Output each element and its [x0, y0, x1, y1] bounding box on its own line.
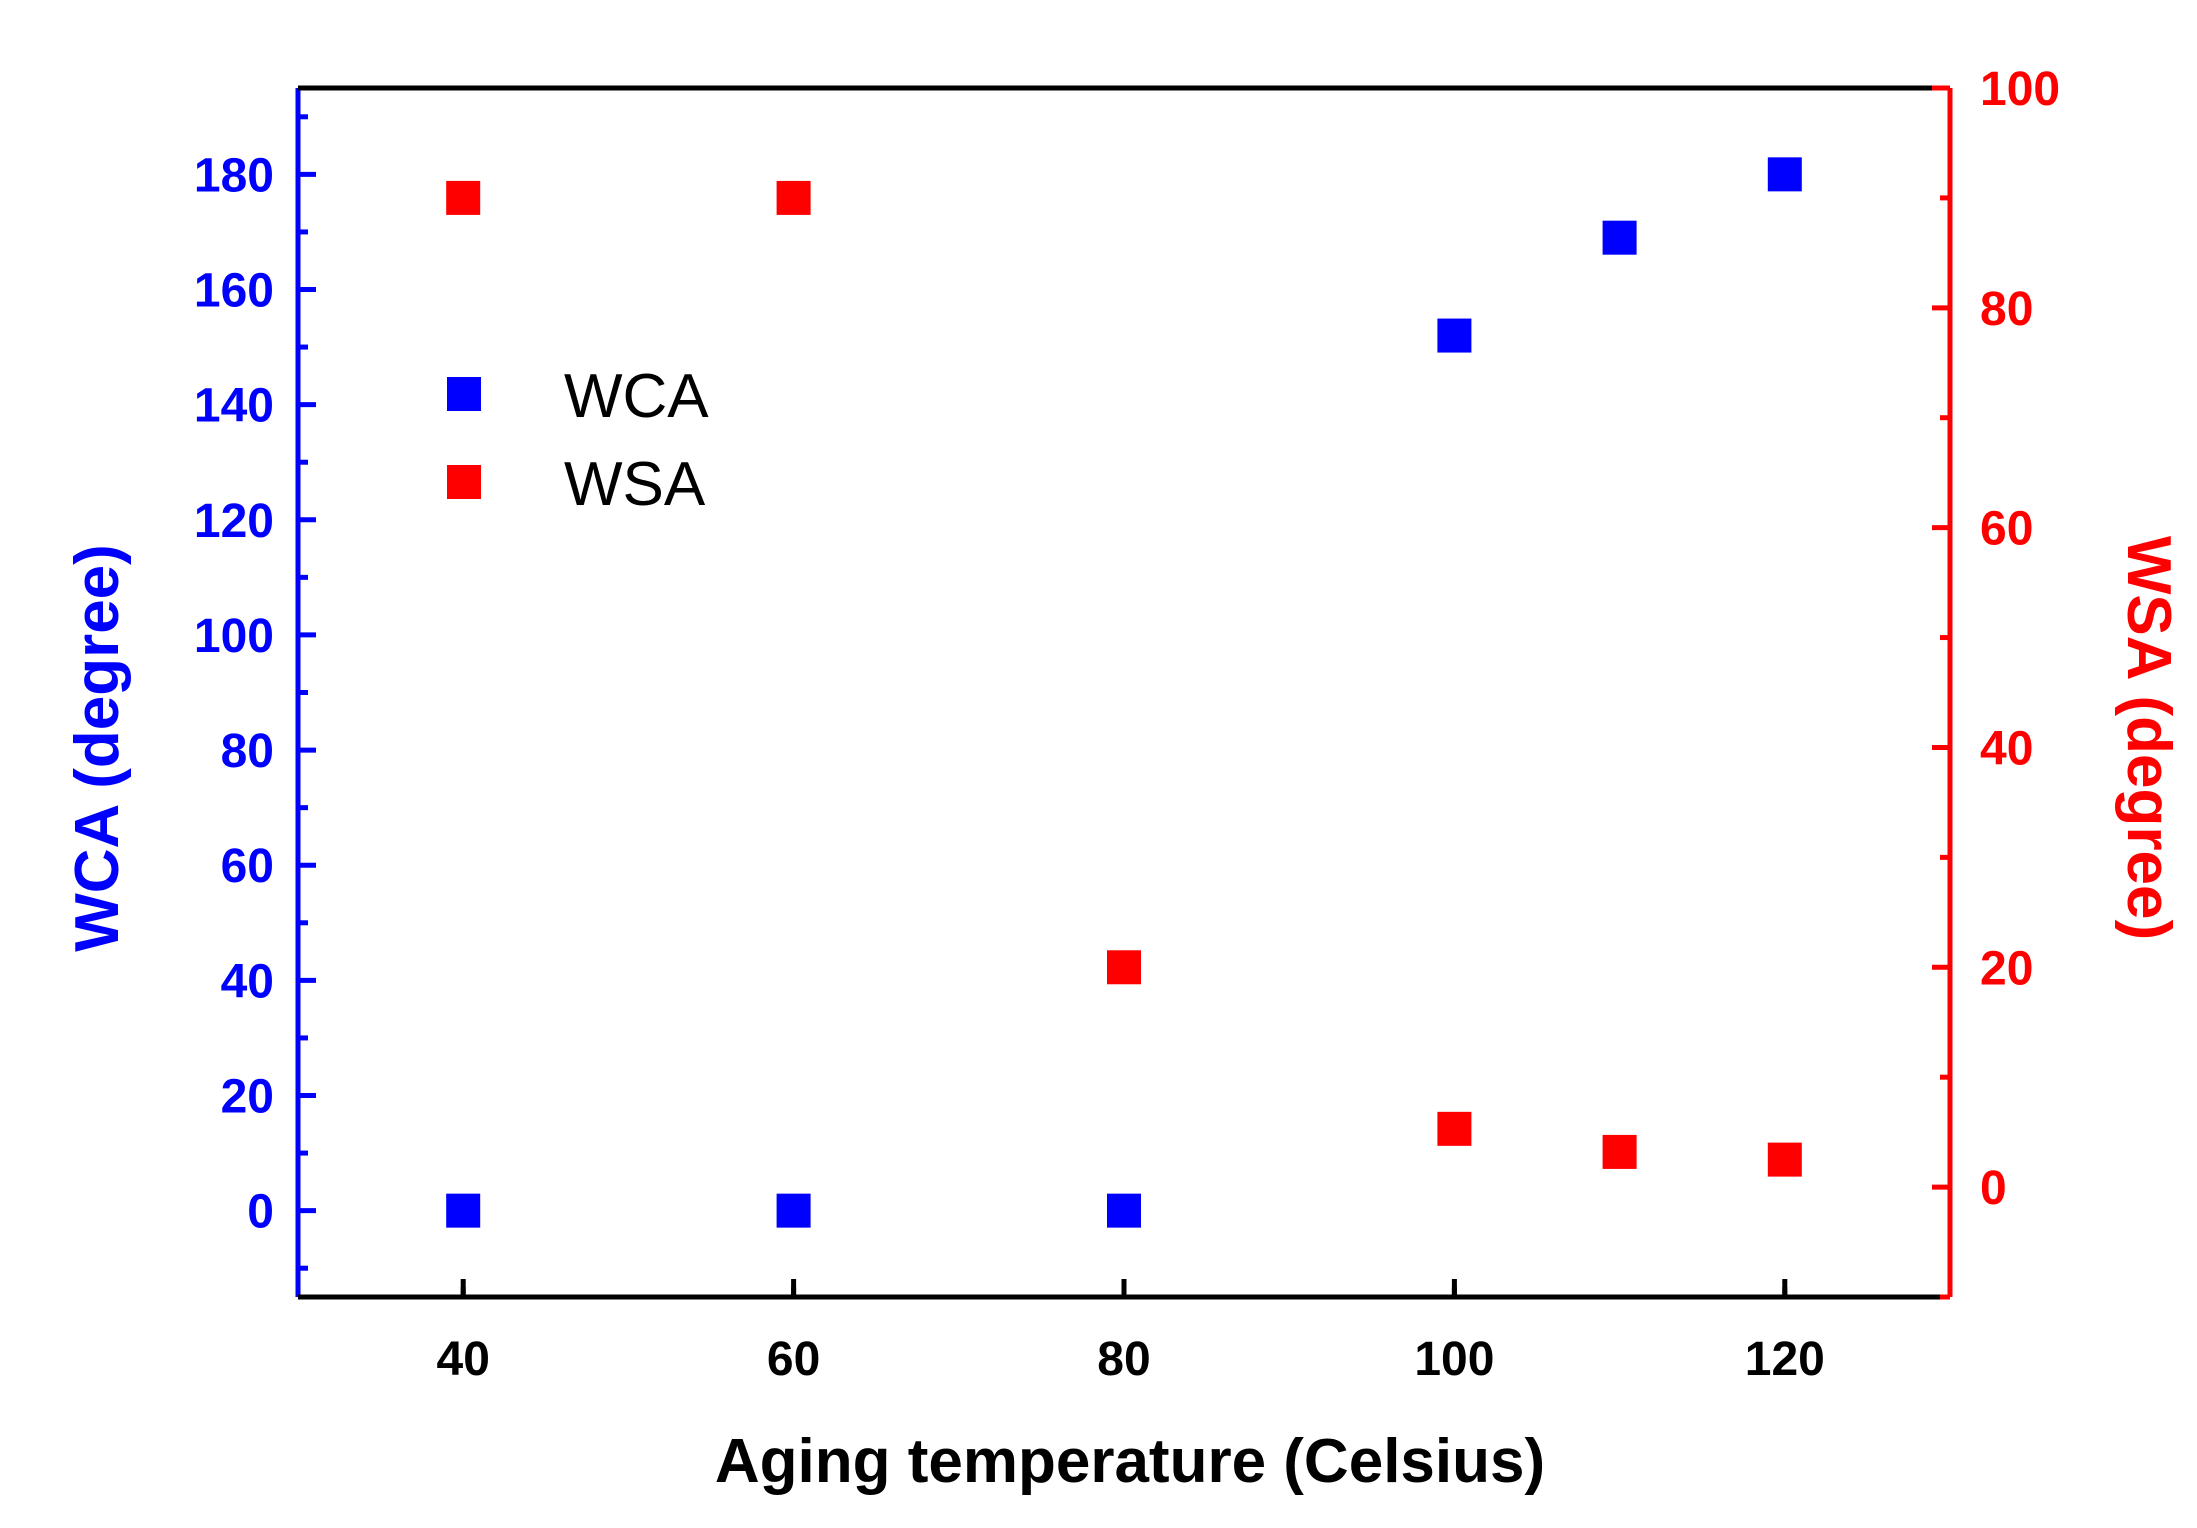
x-axis-title: Aging temperature (Celsius) — [715, 1427, 1545, 1496]
right-axis-title: WSA (degree) — [2114, 536, 2183, 940]
ticks: 40 60 80 100 120 0 20 40 60 80 100 120 140 160 180 0 20 4… — [194, 63, 2060, 1386]
legend-label-wca: WCA — [564, 362, 709, 431]
left-y-tick-label: 20 — [221, 1071, 274, 1124]
left-y-tick-label: 40 — [221, 955, 274, 1008]
x-tick-label: 80 — [1097, 1333, 1150, 1386]
left-y-tick-label: 160 — [194, 265, 274, 318]
data-point-wca — [1107, 1193, 1141, 1228]
data-point-wsa — [446, 180, 481, 215]
data-point-wsa — [1602, 1134, 1637, 1169]
data-point-wca — [1437, 318, 1472, 353]
left-y-tick-label: 100 — [194, 610, 274, 663]
right-y-tick-label: 80 — [1980, 283, 2033, 336]
data-points — [446, 157, 1802, 1228]
data-point-wsa — [1107, 950, 1141, 985]
left-y-tick-label: 80 — [221, 725, 274, 778]
left-axis-title: WCA (degree) — [63, 544, 132, 952]
right-y-tick-label: 20 — [1980, 942, 2033, 995]
legend-label-wsa: WSA — [564, 450, 706, 519]
data-point-wca — [1602, 220, 1637, 255]
data-point-wca — [1767, 157, 1802, 192]
legend: WCA WSA — [447, 362, 709, 519]
data-point-wsa — [776, 180, 811, 215]
axes — [295, 85, 1953, 1300]
legend-marker-wca — [447, 377, 481, 411]
data-point-wsa — [1437, 1111, 1472, 1146]
x-tick-label: 100 — [1414, 1333, 1494, 1386]
left-y-tick-label: 120 — [194, 495, 274, 548]
right-y-tick-label: 60 — [1980, 503, 2033, 556]
data-point-wsa — [1767, 1142, 1802, 1177]
x-tick-label: 60 — [767, 1333, 820, 1386]
x-tick-label: 120 — [1745, 1333, 1825, 1386]
legend-marker-wsa — [447, 465, 481, 499]
left-y-tick-label: 0 — [247, 1186, 274, 1239]
left-y-tick-label: 180 — [194, 149, 274, 202]
right-y-tick-label: 40 — [1980, 722, 2033, 775]
data-point-wca — [776, 1193, 811, 1228]
x-tick-label: 40 — [437, 1333, 490, 1386]
right-y-tick-label: 0 — [1980, 1162, 2007, 1215]
left-y-tick-label: 140 — [194, 380, 274, 433]
left-y-tick-label: 60 — [221, 840, 274, 893]
right-y-tick-label: 100 — [1980, 63, 2060, 116]
data-point-wca — [446, 1193, 481, 1228]
